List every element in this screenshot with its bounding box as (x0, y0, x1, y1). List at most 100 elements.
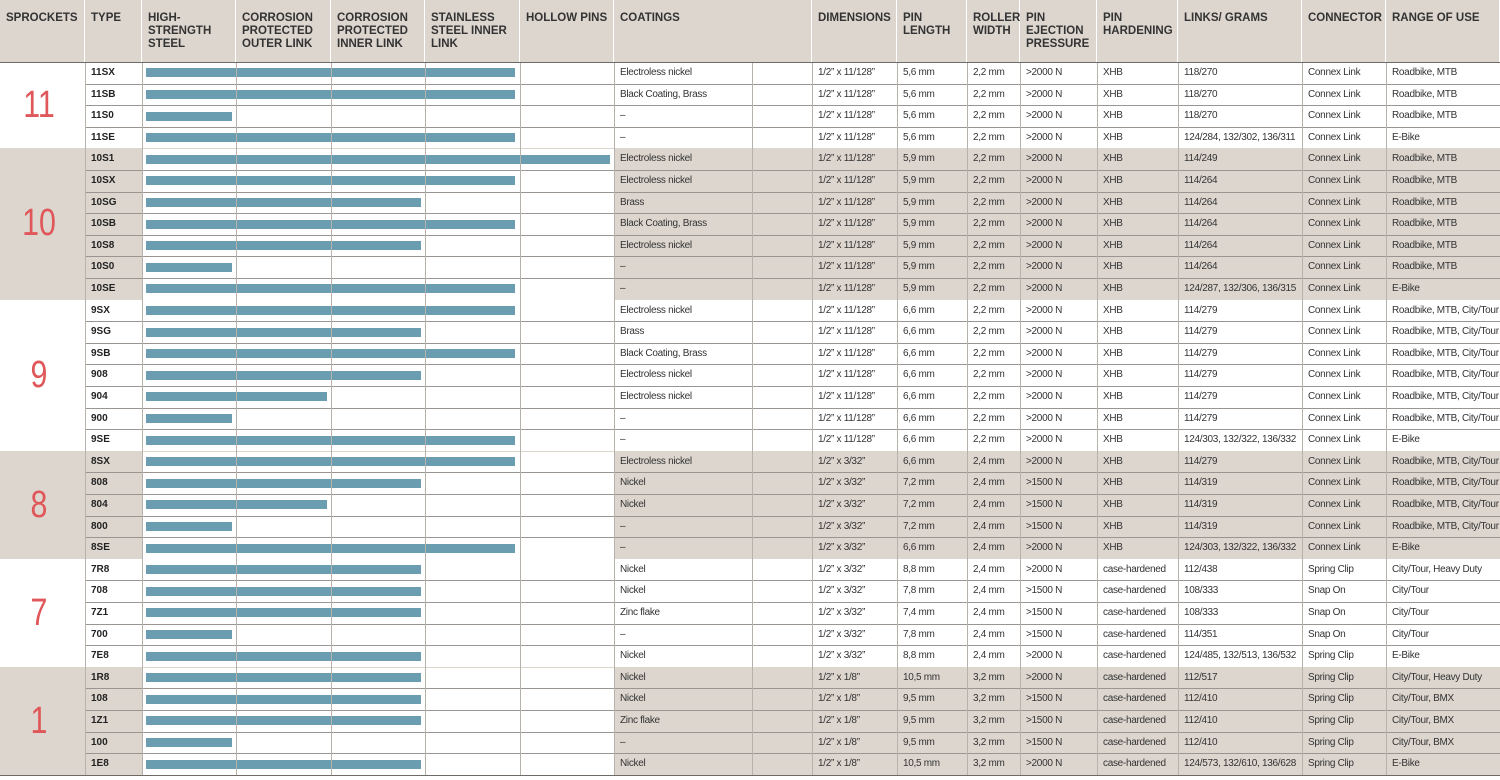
cell-text: 114/279 (1184, 326, 1218, 338)
cell-text: 5,6 mm (903, 110, 935, 122)
cell-text: 1/2” x 3/32” (818, 585, 865, 597)
cell-text: City/Tour, BMX (1392, 736, 1454, 748)
column-header: LINKS/ GRAMS (1178, 0, 1302, 62)
cell-text: 2,4 mm (973, 585, 1005, 597)
cell-text: 2,2 mm (973, 283, 1005, 294)
cell-text: 2,2 mm (973, 196, 1005, 208)
cell-text: Electroless nickel (620, 67, 692, 78)
cell-text: 2,4 mm (973, 628, 1005, 640)
cell-text: 5,9 mm (903, 218, 935, 230)
cell-text: 2,2 mm (973, 347, 1005, 359)
cell-text: City/Tour (1392, 628, 1429, 640)
header-line (0, 62, 1500, 63)
cell-text: 114/279 (1184, 391, 1218, 402)
column-line (967, 62, 968, 775)
row-line (85, 321, 1500, 323)
cell-text: 5,6 mm (903, 131, 935, 143)
cell-text: 112/410 (1184, 715, 1218, 726)
column-header: PIN HARDENING (1097, 0, 1178, 62)
cell-text: XHB (1103, 369, 1123, 381)
cell-text: Snap On (1308, 607, 1346, 618)
cell-text: >1500 N (1026, 628, 1062, 640)
chain-type: 10S8 (91, 239, 115, 251)
cell-text: XHB (1103, 347, 1123, 359)
cell-text: 7,2 mm (903, 520, 935, 532)
cell-text: Roadbike, MTB (1392, 88, 1458, 100)
cell-text: 112/517 (1184, 671, 1218, 683)
chain-type: 1E8 (91, 758, 109, 770)
cell-text: 1/2” x 3/32” (818, 499, 865, 510)
row-line (85, 170, 1500, 171)
cell-text: 7,2 mm (903, 499, 935, 510)
column-line (331, 62, 332, 775)
cell-text: >2000 N (1026, 110, 1062, 122)
column-header: CONNECTOR (1302, 0, 1386, 62)
cell-text: Roadbike, MTB (1392, 153, 1458, 165)
row-line (85, 407, 1500, 409)
sprocket-count: 1 (30, 699, 48, 742)
cell-text: >2000 N (1026, 455, 1062, 467)
cell-text: 114/319 (1184, 499, 1218, 510)
cell-text: Connex Link (1308, 218, 1361, 230)
cell-text: 9,5 mm (903, 693, 935, 705)
cell-text: Electroless nickel (620, 239, 692, 251)
cell-text: Spring Clip (1308, 693, 1354, 705)
cell-text: >2000 N (1026, 391, 1062, 402)
chain-type: 9SG (91, 326, 112, 338)
sprocket-cell-bg (0, 666, 85, 775)
cell-text: 1/2” x 1/8” (818, 671, 860, 683)
cell-text: Connex Link (1308, 261, 1361, 273)
cell-text: XHB (1103, 153, 1123, 165)
cell-text: 6,6 mm (903, 434, 935, 446)
sprocket-count: 10 (22, 202, 56, 245)
column-line (1386, 62, 1387, 775)
feature-bar (146, 629, 233, 639)
chain-type: 7E8 (91, 650, 109, 662)
cell-text: 114/264 (1184, 175, 1218, 186)
column-header: HIGH-STRENGTH STEEL (142, 0, 236, 62)
cell-text: 114/279 (1184, 347, 1218, 359)
cell-text: Brass (620, 326, 645, 338)
column-header: SPROCKETS (0, 0, 85, 62)
cell-text: Roadbike, MTB, City/Tour (1392, 477, 1499, 489)
column-line (752, 62, 753, 775)
cell-text: City/Tour, Heavy Duty (1392, 563, 1482, 575)
column-header: DIMENSIONS (812, 0, 897, 62)
cell-text: 1/2” x 1/8” (818, 758, 860, 770)
column-line (897, 62, 898, 775)
feature-bar (146, 241, 421, 251)
cell-text: 2,2 mm (973, 131, 1005, 143)
chain-type: 700 (91, 628, 108, 640)
cell-text: Electroless nickel (620, 455, 692, 467)
cell-text: 7,8 mm (903, 585, 935, 597)
cell-text: >1500 N (1026, 693, 1062, 705)
feature-bar (146, 586, 421, 596)
chain-type: 10SB (91, 218, 117, 230)
chain-type: 9SX (91, 304, 110, 316)
column-header: CORROSION PROTECTED OUTER LINK (236, 0, 331, 62)
chain-type: 10SG (91, 196, 117, 208)
cell-text: 2,4 mm (973, 499, 1005, 510)
chain-type: 904 (91, 391, 108, 402)
cell-text: E-Bike (1392, 542, 1420, 554)
cell-text: 2,2 mm (973, 110, 1005, 122)
chain-type: 9SB (91, 347, 111, 359)
cell-text: 1/2” x 11/128” (818, 304, 875, 316)
row-line (85, 234, 1500, 236)
row-line (85, 364, 1500, 366)
row-line (85, 213, 1500, 215)
cell-text: 2,2 mm (973, 175, 1005, 186)
cell-text: XHB (1103, 196, 1123, 208)
column-line (236, 62, 237, 775)
cell-text: 3,2 mm (973, 671, 1005, 683)
cell-text: City/Tour (1392, 607, 1429, 618)
cell-text: XHB (1103, 283, 1123, 294)
cell-text: 1/2” x 11/128” (818, 347, 875, 359)
cell-text: Zinc flake (620, 607, 660, 618)
cell-text: 108/333 (1184, 585, 1219, 597)
feature-bg (142, 495, 614, 516)
cell-text: 108/333 (1184, 607, 1219, 618)
cell-text: 114/319 (1184, 520, 1218, 532)
cell-text: 2,2 mm (973, 153, 1005, 165)
